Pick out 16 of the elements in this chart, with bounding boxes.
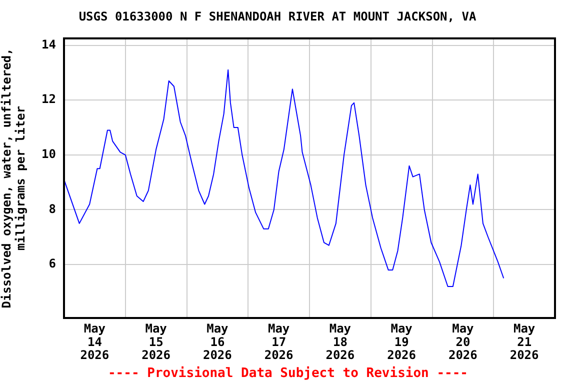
x-tick-label: May 21 2026 — [510, 322, 539, 362]
x-tick-label: May 20 2026 — [448, 322, 478, 362]
y-tick-label: 6 — [48, 256, 56, 271]
y-tick-label: 10 — [42, 147, 56, 162]
y-tick-label: 8 — [48, 202, 56, 216]
chart-title: USGS 01633000 N F SHENANDOAH RIVER AT MOUNT JACKSON, VA — [78, 9, 477, 24]
x-tick-label: May 14 2026 — [80, 322, 110, 362]
x-tick-label: May 18 2026 — [326, 322, 355, 362]
y-axis-title: Dissolved oxygen, water, unfiltered, milligrams per liter — [0, 48, 28, 308]
x-tick-label: May 17 2026 — [264, 322, 294, 362]
x-tick-label: May 15 2026 — [142, 322, 171, 362]
x-tick-label: May 19 2026 — [387, 322, 416, 362]
text: ---- Provisional Data Subject to Revision ---- — [106, 366, 470, 381]
y-tick-label: 12 — [42, 92, 56, 106]
x-tick-label: May 16 2026 — [202, 322, 232, 362]
y-tick-label: 14 — [42, 37, 56, 52]
